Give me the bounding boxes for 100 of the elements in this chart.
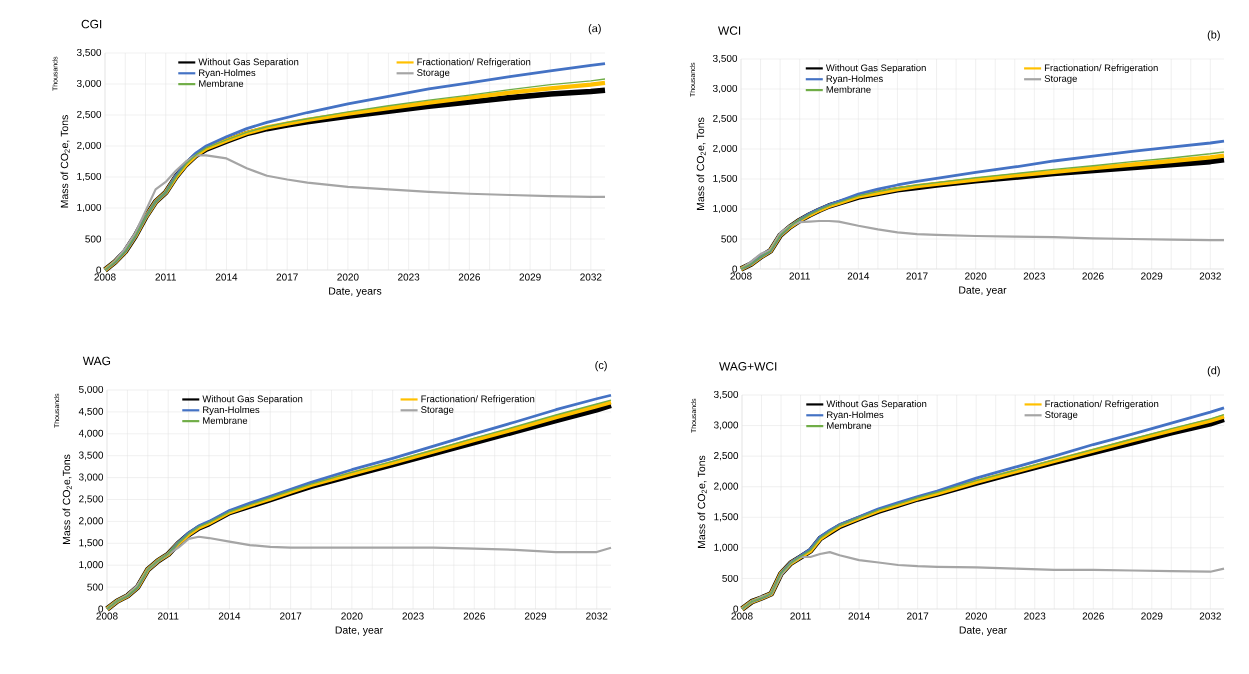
x-tick-label: 2014	[847, 272, 870, 280]
x-tick-label: 2017	[906, 272, 928, 280]
legend-label: Fractionation/ Refrigeration	[1044, 64, 1158, 74]
y-tick-label: 2,000	[713, 144, 738, 154]
y-tick-label: 4,000	[78, 429, 104, 438]
x-tick-label: 2014	[218, 612, 241, 620]
legend-label: Without Gas Separation	[826, 400, 927, 410]
legend-label: Without Gas Separation	[825, 64, 926, 74]
x-tick-label: 2032	[580, 273, 602, 281]
legend-label: Membrane	[199, 79, 244, 87]
x-tick-label: 2008	[96, 612, 118, 620]
x-tick-label: 2026	[458, 273, 481, 281]
x-tick-label: 2032	[1199, 272, 1221, 280]
y-tick-label: 1,000	[713, 204, 738, 214]
x-tick-label: 2020	[341, 612, 363, 620]
legend-label: Ryan-Holmes	[203, 406, 260, 415]
x-tick-label: 2011	[158, 612, 179, 620]
legend-label: Ryan-Holmes	[826, 75, 883, 84]
y-tick-label: 2,000	[77, 141, 102, 151]
y-tick-label: 3,500	[713, 390, 739, 400]
y-tick-label: 5,000	[78, 385, 104, 395]
x-tick-label: 2017	[280, 612, 302, 620]
y-tick-label: 2,500	[77, 110, 102, 120]
text: (b)	[1207, 30, 1220, 41]
legend-label: Membrane	[826, 85, 871, 93]
y-axis-title: Mass of CO$_{2}$e, Tons	[60, 115, 70, 208]
legend-label: Storage	[1044, 75, 1077, 84]
y-tick-label: 3,500	[76, 48, 102, 58]
x-tick-label: 2026	[1082, 612, 1104, 620]
y-tick-label: 0	[96, 266, 102, 274]
x-axis-title: Date, year	[959, 626, 1007, 636]
legend-label: Storage	[1045, 411, 1078, 420]
x-tick-label: 2023	[1023, 272, 1045, 280]
chart-title: WCI	[718, 26, 741, 35]
legend-label: Ryan-Holmes	[199, 69, 256, 78]
legend-label: Membrane	[827, 421, 872, 429]
y-tick-label: 3,500	[712, 54, 738, 64]
y-tick-label: 1,000	[714, 543, 739, 552]
legend-label: Fractionation/ Refrigeration	[417, 58, 531, 68]
x-tick-label: 2011	[155, 273, 176, 281]
chart-title: WAG+WCI	[719, 362, 777, 371]
x-tick-label: 2008	[731, 612, 753, 620]
x-tick-label: 2014	[848, 612, 870, 620]
legend-label: Membrane	[203, 416, 248, 424]
x-tick-label: 2023	[1024, 612, 1046, 620]
y-tick-label: 1,000	[77, 203, 102, 213]
text: (d)	[1207, 366, 1220, 377]
y-tick-label: 500	[87, 583, 104, 591]
y-tick-label: 1,500	[714, 513, 739, 522]
y-tick-label: 3,000	[713, 421, 739, 430]
y-tick-label: 500	[85, 235, 102, 243]
y-tick-label: 1,000	[79, 561, 104, 570]
x-tick-label: 2011	[790, 612, 811, 620]
y-tick-label: 500	[722, 574, 739, 582]
x-tick-label: 2026	[463, 612, 485, 620]
x-tick-label: 2029	[524, 612, 547, 620]
x-tick-label: 2008	[730, 272, 752, 280]
y-tick-label: 4,500	[78, 407, 104, 417]
legend-label: Storage	[421, 406, 454, 415]
y-tick-label: 1,500	[713, 174, 738, 184]
x-tick-label: 2023	[398, 273, 420, 281]
chart-title: CGI	[81, 19, 102, 29]
legend-label: Storage	[417, 69, 450, 78]
y-tick-label: 2,500	[713, 114, 738, 124]
y-tick-label: 3,000	[712, 84, 738, 94]
x-tick-label: 2026	[1082, 272, 1104, 280]
y-tick-label: 2,500	[79, 495, 104, 504]
y-tick-label: 0	[732, 265, 738, 273]
y-tick-label: 2,000	[714, 482, 739, 491]
x-axis-title: Date, years	[329, 287, 382, 297]
x-tick-label: 2017	[907, 612, 929, 620]
y-tick-label: 3,500	[78, 451, 104, 460]
x-tick-label: 2032	[1199, 612, 1221, 620]
legend-label: Without Gas Separation	[202, 395, 303, 405]
y-axis-title: Mass of CO$_{2}$e, Tons	[696, 117, 706, 210]
x-tick-label: 2023	[402, 612, 424, 620]
x-tick-label: 2017	[276, 273, 298, 281]
x-tick-label: 2029	[519, 273, 541, 281]
x-tick-label: 2032	[586, 612, 608, 620]
y-tick-label: 3,000	[76, 79, 102, 89]
x-tick-label: 2020	[965, 272, 987, 280]
y-tick-label: 1,500	[77, 172, 102, 182]
x-tick-label: 2020	[337, 273, 359, 281]
y-axis-title: Mass of CO$_{2}$e, Tons	[697, 455, 707, 548]
x-tick-label: 2008	[94, 273, 116, 281]
x-tick-label: 2029	[1141, 272, 1163, 280]
legend-label: Fractionation/ Refrigeration	[1045, 400, 1159, 410]
x-tick-label: 2014	[215, 273, 238, 281]
y-tick-label: 3,000	[78, 473, 104, 482]
legend-label: Fractionation/ Refrigeration	[421, 395, 535, 405]
text: (a)	[588, 24, 601, 35]
legend-label: Without Gas Separation	[198, 58, 299, 68]
y-tick-label: 2,500	[714, 452, 739, 461]
x-tick-label: 2029	[1141, 612, 1163, 620]
chart-title: WAG	[82, 356, 111, 366]
y-axis-title: Mass of CO$_{2}$e,Tons	[62, 454, 72, 544]
y-tick-label: 0	[733, 605, 739, 613]
y-tick-label: 2,000	[79, 517, 104, 526]
y-tick-label: 500	[721, 235, 738, 243]
x-axis-title: Date, year	[959, 286, 1007, 296]
